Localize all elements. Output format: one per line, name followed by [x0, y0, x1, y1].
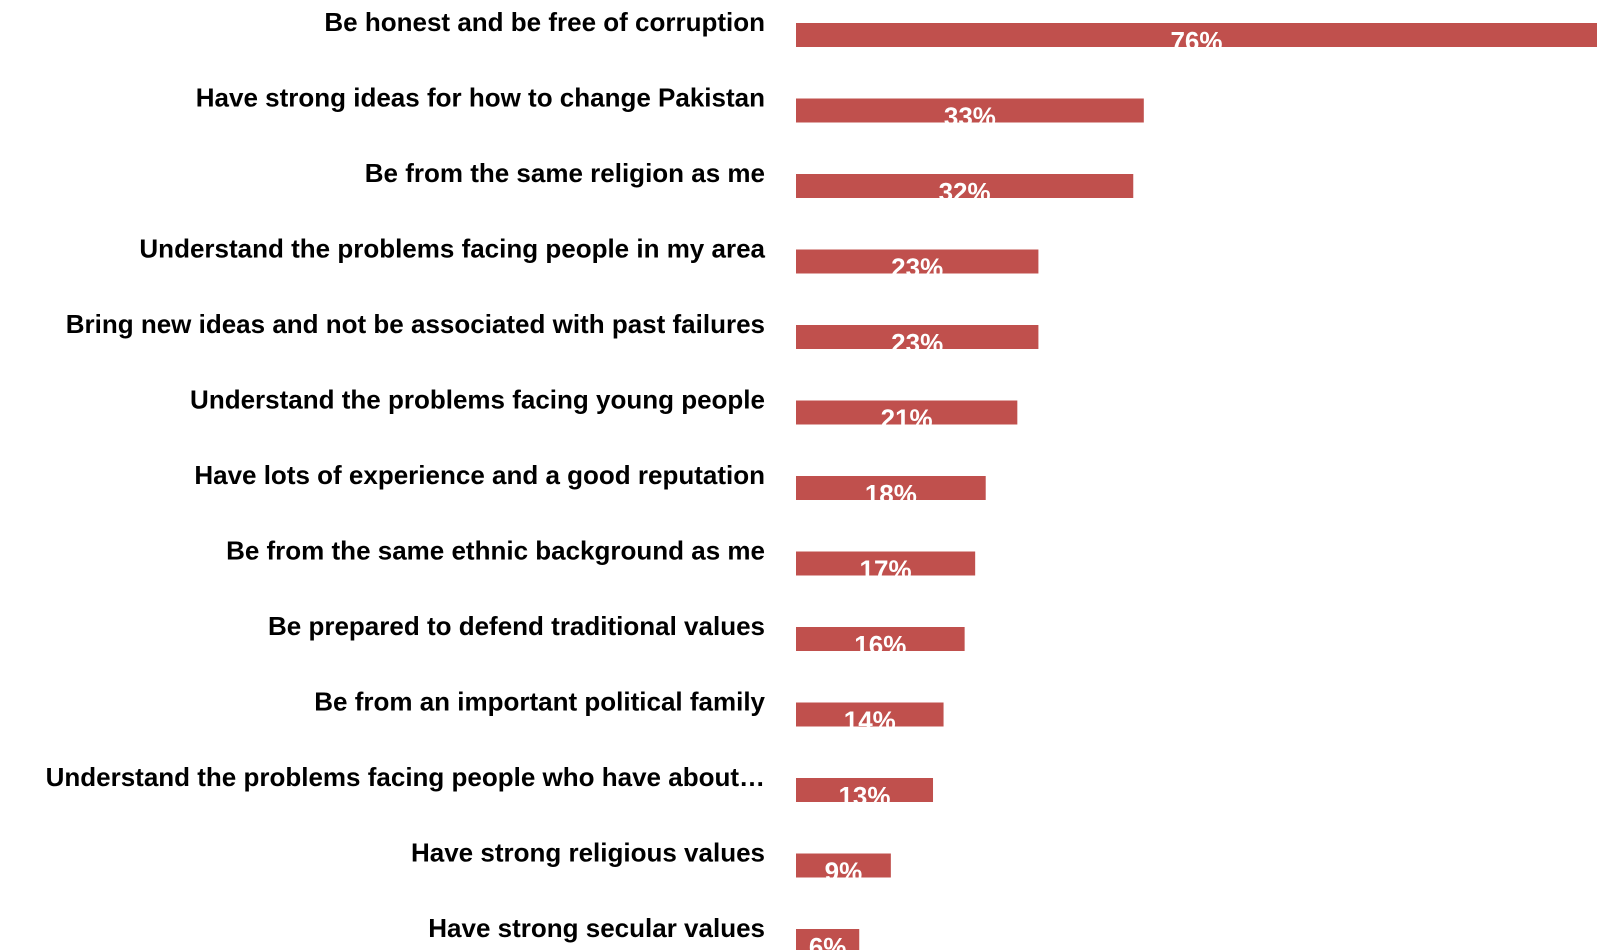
- value-label-9: 14%: [844, 706, 896, 736]
- category-label-12: Have strong secular values: [428, 913, 765, 943]
- value-label-6: 18%: [865, 479, 917, 509]
- bar-3: [796, 249, 1039, 274]
- value-label-4: 23%: [891, 328, 943, 358]
- value-labels: 76% 33% 32% 23% 23% 21% 18% 17% 16% 14% 13% 9% 6%: [809, 26, 1223, 950]
- category-label-7: Be from the same ethnic background as me: [226, 536, 765, 566]
- category-label-8: Be prepared to defend traditional values: [268, 611, 765, 641]
- category-label-5: Understand the problems facing young peo…: [190, 385, 765, 415]
- value-label-11: 9%: [825, 857, 863, 887]
- category-label-4: Bring new ideas and not be associated wi…: [66, 309, 765, 339]
- bar-5: [796, 400, 1018, 425]
- value-label-0: 76%: [1170, 26, 1222, 56]
- value-label-10: 13%: [838, 781, 890, 811]
- value-label-12: 6%: [809, 932, 847, 950]
- bar-0: [796, 23, 1597, 47]
- category-label-3: Understand the problems facing people in…: [139, 234, 765, 264]
- value-label-1: 33%: [944, 102, 996, 132]
- category-label-11: Have strong religious values: [411, 838, 765, 868]
- bar-9: [796, 702, 944, 727]
- category-label-0: Be honest and be free of corruption: [324, 7, 765, 37]
- bar-7: [796, 551, 976, 576]
- category-label-1: Have strong ideas for how to change Paki…: [196, 83, 765, 113]
- bar-8: [796, 627, 965, 651]
- value-label-2: 32%: [939, 177, 991, 207]
- bar-1: [796, 98, 1144, 123]
- value-label-3: 23%: [891, 253, 943, 283]
- bar-12: [796, 929, 860, 950]
- value-label-7: 17%: [860, 555, 912, 585]
- value-label-5: 21%: [881, 404, 933, 434]
- bar-10: [796, 778, 934, 802]
- category-label-9: Be from an important political family: [314, 687, 765, 717]
- value-label-8: 16%: [854, 630, 906, 660]
- bar-2: [796, 174, 1134, 198]
- category-label-10: Understand the problems facing people wh…: [46, 762, 765, 792]
- category-label-6: Have lots of experience and a good reput…: [194, 460, 765, 490]
- bar-4: [796, 325, 1039, 349]
- bars-layer: [796, 23, 1597, 950]
- bar-11: [796, 853, 891, 878]
- category-labels: Be honest and be free of corruption Have …: [46, 7, 766, 943]
- category-label-2: Be from the same religion as me: [365, 158, 765, 188]
- bar-6: [796, 476, 986, 500]
